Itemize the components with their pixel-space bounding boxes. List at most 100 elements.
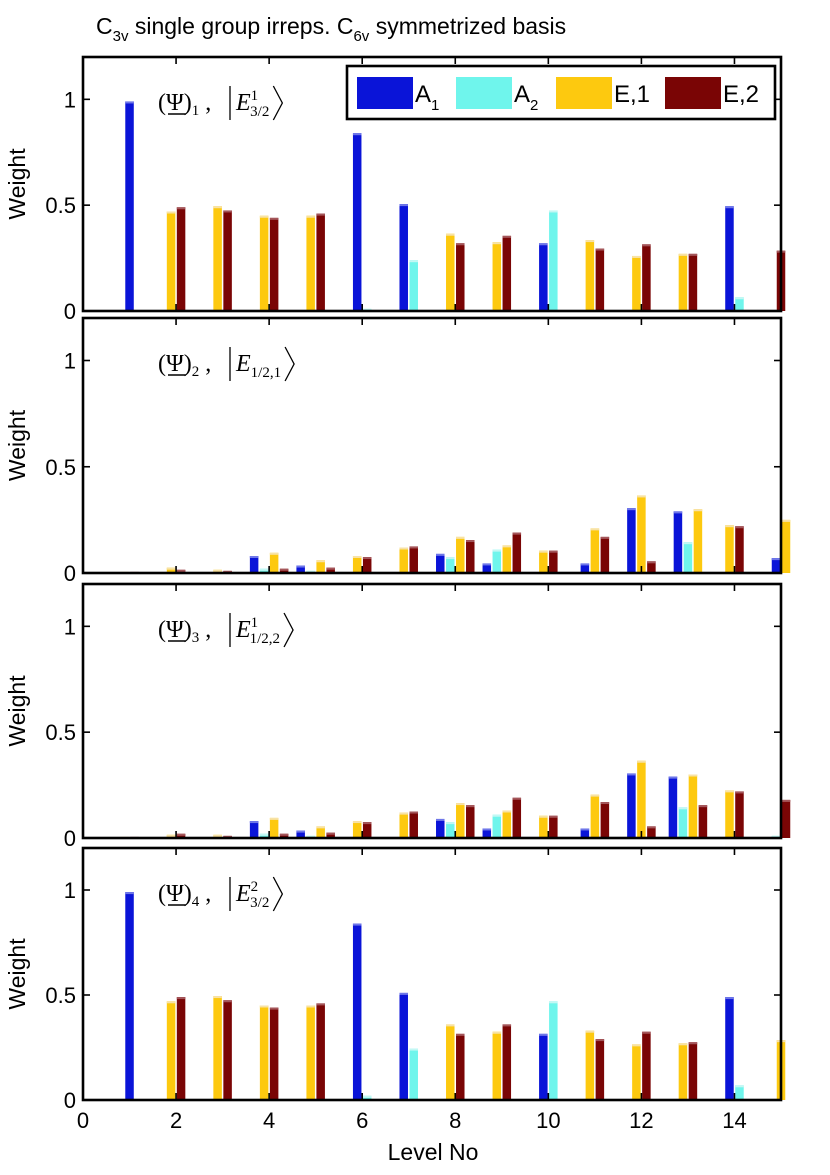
- bar-cap-E2-level-5: [326, 567, 335, 570]
- bar-E1-level-9: [492, 242, 502, 311]
- bar-E2-level-6: [362, 557, 372, 573]
- bar-A2-level-7: [409, 1048, 418, 1100]
- legend-label-1: A1: [415, 81, 439, 114]
- bar-A2-level-4: [259, 833, 269, 838]
- bar-E1-level-11: [590, 794, 600, 838]
- bar-cap-E1-level-5: [316, 560, 325, 563]
- bar-cap-A2-level-10: [549, 1001, 558, 1004]
- bar-cap-E1-level-10: [539, 550, 548, 553]
- bar-cap-A1-level-14: [725, 997, 734, 1000]
- bar-A2-level-10: [549, 1001, 558, 1100]
- legend-label-2: A2: [514, 81, 538, 114]
- bar-cap-E1-level-5: [306, 215, 315, 218]
- annot-psi: (Ψ): [158, 881, 192, 907]
- bar-A1-level-5: [296, 830, 305, 838]
- x-tick-label: 8: [449, 1108, 461, 1133]
- bar-A1-level-14: [725, 206, 734, 311]
- bar-cap-E1-level-8: [446, 1024, 455, 1027]
- bar-E2-level-15: [781, 799, 791, 838]
- panel-annotation: (Ψ)1 ,: [158, 90, 211, 119]
- bar-cap-E2-level-8: [466, 540, 475, 543]
- bar-E2-level-4: [279, 833, 289, 838]
- bar-E2-level-13: [688, 253, 698, 311]
- bar-E1-level-9: [492, 1031, 502, 1100]
- y-tick-label: 0: [64, 299, 76, 324]
- bar-cap-A1-level-13: [668, 776, 678, 779]
- panel-annotation: (Ψ)3 ,: [158, 617, 211, 646]
- bar-cap-E1-level-3: [213, 996, 222, 999]
- bar-E1-level-14: [725, 525, 734, 573]
- bar-E2-level-11: [600, 536, 610, 574]
- bar-cap-A2-level-9: [492, 814, 502, 817]
- bar-cap-E1-level-4: [269, 552, 279, 555]
- annot-psi: (Ψ): [158, 90, 192, 116]
- ket-label: E1 3/2: [235, 88, 269, 120]
- bar-cap-A2-level-8: [446, 822, 455, 825]
- bar-E2-level-5: [316, 213, 325, 311]
- bar-cap-A2-level-10: [549, 210, 558, 213]
- bar-cap-E2-level-5: [316, 213, 325, 216]
- bar-E2-level-2: [176, 207, 186, 311]
- bar-E2-level-10: [549, 550, 558, 573]
- bar-A1-level-10: [539, 1033, 548, 1100]
- bar-cap-E1-level-9: [502, 810, 512, 813]
- bar-cap-E1-level-2: [166, 211, 176, 214]
- bar-cap-E2-level-11: [600, 536, 610, 539]
- bar-cap-A1-level-1: [125, 101, 134, 104]
- bar-E1-level-15: [781, 519, 791, 574]
- bar-cap-A1-level-14: [725, 206, 734, 209]
- ket-symbol: E: [235, 617, 251, 643]
- bar-cap-E2-level-10: [549, 815, 558, 818]
- bar-cap-E1-level-13: [678, 1043, 688, 1046]
- annot-psi: (Ψ): [158, 351, 192, 377]
- bar-cap-E2-level-12: [647, 826, 656, 829]
- bar-cap-A2-level-7: [409, 260, 418, 263]
- bar-cap-A1-level-12: [627, 508, 636, 511]
- bar-cap-A2-level-8: [446, 557, 455, 560]
- bar-E1-level-12: [637, 495, 646, 573]
- bar-cap-A1-level-6: [352, 923, 362, 926]
- bar-E1-level-10: [539, 815, 548, 838]
- bar-cap-E2-level-3: [223, 1000, 232, 1003]
- bar-A1-level-8: [436, 818, 445, 838]
- bar-cap-E1-level-8: [456, 803, 465, 806]
- bar-A1-level-6: [352, 923, 362, 1100]
- bar-A2-level-7: [409, 260, 418, 311]
- bar-cap-A1-level-13: [673, 511, 683, 514]
- bar-cap-E1-level-14: [725, 790, 734, 793]
- bar-E2-level-14: [735, 791, 744, 838]
- bar-cap-A1-level-11: [580, 563, 590, 566]
- ket-label: E1/2,1: [235, 351, 281, 381]
- bar-E1-level-13: [678, 1043, 688, 1100]
- bar-E1-level-10: [539, 550, 548, 573]
- bar-E2-level-4: [269, 1007, 279, 1100]
- bar-cap-E1-level-2: [166, 1001, 176, 1004]
- bar-A2-level-13: [683, 542, 693, 573]
- y-tick-label: 1: [64, 87, 76, 112]
- bar-cap-E2-level-12: [647, 561, 656, 564]
- bar-cap-E2-level-2: [176, 569, 186, 572]
- bar-E2-level-2: [176, 833, 186, 838]
- x-tick-label: 0: [77, 1108, 89, 1133]
- ket-subscript: 3/2: [250, 895, 269, 911]
- bar-E1-level-2: [166, 1001, 176, 1100]
- bar-cap-E1-level-3: [213, 834, 222, 837]
- bar-cap-E2-level-14: [735, 791, 744, 794]
- bar-cap-A1-level-11: [580, 828, 590, 831]
- bar-cap-E2-level-4: [269, 1007, 279, 1010]
- bar-E2-level-4: [279, 568, 289, 573]
- bar-E2-level-13: [698, 805, 708, 838]
- x-tick-label: 4: [263, 1108, 275, 1133]
- bar-cap-E2-level-2: [176, 833, 186, 836]
- bar-cap-A1-level-7: [399, 204, 408, 207]
- annot-sep: ,: [199, 351, 211, 377]
- bar-A1-level-12: [627, 508, 636, 573]
- legend-swatch-4: [665, 77, 721, 109]
- bar-E2-level-9: [512, 797, 522, 838]
- ket-superscript: 2: [251, 879, 259, 895]
- bar-E2-level-2: [176, 997, 186, 1100]
- bar-cap-E1-level-2: [166, 567, 176, 570]
- y-tick-label: 1: [64, 614, 76, 639]
